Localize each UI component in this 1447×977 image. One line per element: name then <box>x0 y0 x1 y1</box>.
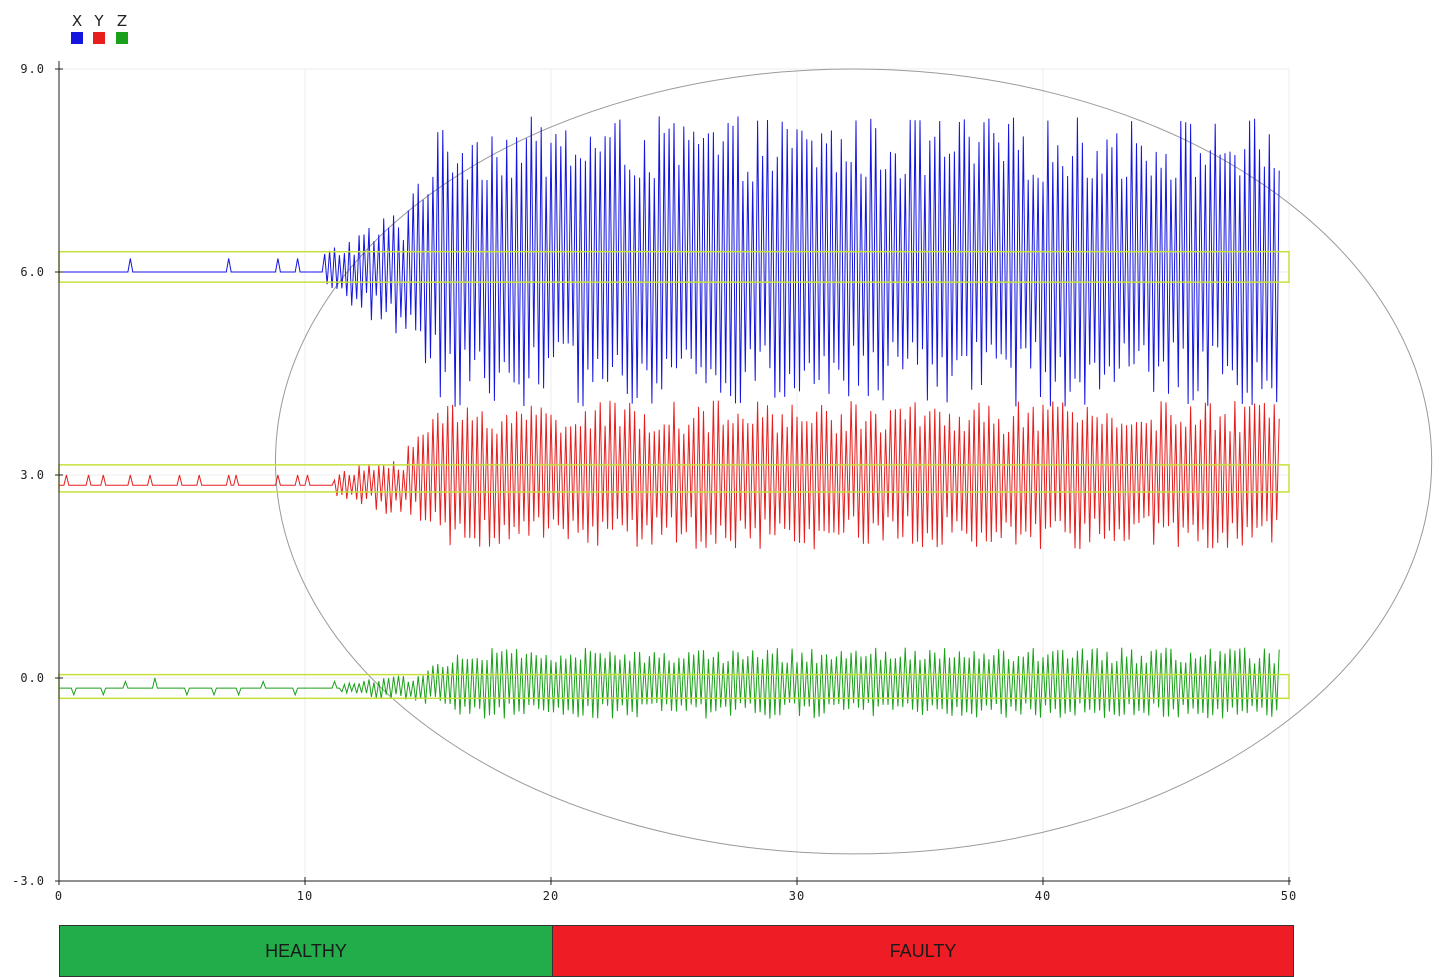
legend-item-x: X <box>70 12 84 44</box>
legend-swatch-x <box>71 32 83 44</box>
y-tick-label-0.0: 0.0 <box>20 671 45 685</box>
series-line-z <box>59 647 1280 719</box>
axes: 9.0 6.0 3.0 0.0 -3.0 0 10 20 30 40 50 <box>12 61 1297 903</box>
healthy-label: HEALTHY <box>265 940 347 961</box>
x-tick-label-10: 10 <box>297 889 313 903</box>
series-lines <box>59 116 1280 719</box>
legend-label-x: X <box>71 12 83 30</box>
x-tick-label-30: 30 <box>789 889 805 903</box>
legend: X Y Z <box>70 12 134 50</box>
y-tick-label-3.0: 3.0 <box>20 468 45 482</box>
legend-label-z: Z <box>116 12 128 30</box>
x-tick-label-20: 20 <box>543 889 559 903</box>
vibration-chart: 9.0 6.0 3.0 0.0 -3.0 0 10 20 30 40 50 <box>12 61 1433 903</box>
threshold-band-x <box>58 250 1290 283</box>
faulty-label: FAULTY <box>889 940 957 961</box>
faulty-status-bar: FAULTY <box>552 925 1294 977</box>
series-line-y <box>59 400 1280 550</box>
x-tick-label-0: 0 <box>55 889 63 903</box>
legend-item-y: Y <box>92 12 106 44</box>
legend-item-z: Z <box>115 12 129 44</box>
x-tick-label-40: 40 <box>1035 889 1051 903</box>
grid <box>58 68 1290 882</box>
x-tick-label-50: 50 <box>1281 889 1297 903</box>
y-tick-label-6.0: 6.0 <box>20 265 45 279</box>
y-tick-label--3.0: -3.0 <box>12 874 45 888</box>
series-line-x <box>59 116 1280 407</box>
anomaly-ellipse-shape <box>274 68 1433 855</box>
healthy-status-bar: HEALTHY <box>59 925 553 977</box>
legend-swatch-y <box>93 32 105 44</box>
legend-label-y: Y <box>94 12 104 30</box>
threshold-band-y <box>58 464 1290 493</box>
legend-swatch-z <box>116 32 128 44</box>
anomaly-ellipse <box>274 68 1433 855</box>
y-tick-label-9.0: 9.0 <box>20 62 45 76</box>
